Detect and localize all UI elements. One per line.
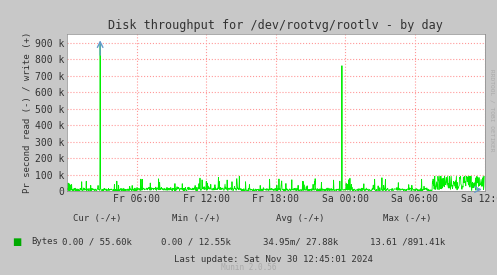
Text: Last update: Sat Nov 30 12:45:01 2024: Last update: Sat Nov 30 12:45:01 2024 (174, 255, 373, 264)
Text: Min (-/+): Min (-/+) (172, 214, 221, 223)
Text: Bytes: Bytes (31, 238, 58, 246)
Title: Disk throughput for /dev/rootvg/rootlv - by day: Disk throughput for /dev/rootvg/rootlv -… (108, 19, 443, 32)
Text: Cur (-/+): Cur (-/+) (73, 214, 121, 223)
Text: RRDTOOL / TOBI OETIKER: RRDTOOL / TOBI OETIKER (490, 69, 495, 151)
Text: Avg (-/+): Avg (-/+) (276, 214, 325, 223)
Text: 0.00 / 55.60k: 0.00 / 55.60k (62, 238, 132, 246)
Text: Max (-/+): Max (-/+) (383, 214, 432, 223)
Text: ■: ■ (12, 237, 22, 247)
Text: 34.95m/ 27.88k: 34.95m/ 27.88k (263, 238, 338, 246)
Text: Munin 2.0.56: Munin 2.0.56 (221, 263, 276, 272)
Text: 13.61 /891.41k: 13.61 /891.41k (370, 238, 445, 246)
Text: 0.00 / 12.55k: 0.00 / 12.55k (162, 238, 231, 246)
Y-axis label: Pr second read (-) / write (+): Pr second read (-) / write (+) (23, 32, 32, 193)
